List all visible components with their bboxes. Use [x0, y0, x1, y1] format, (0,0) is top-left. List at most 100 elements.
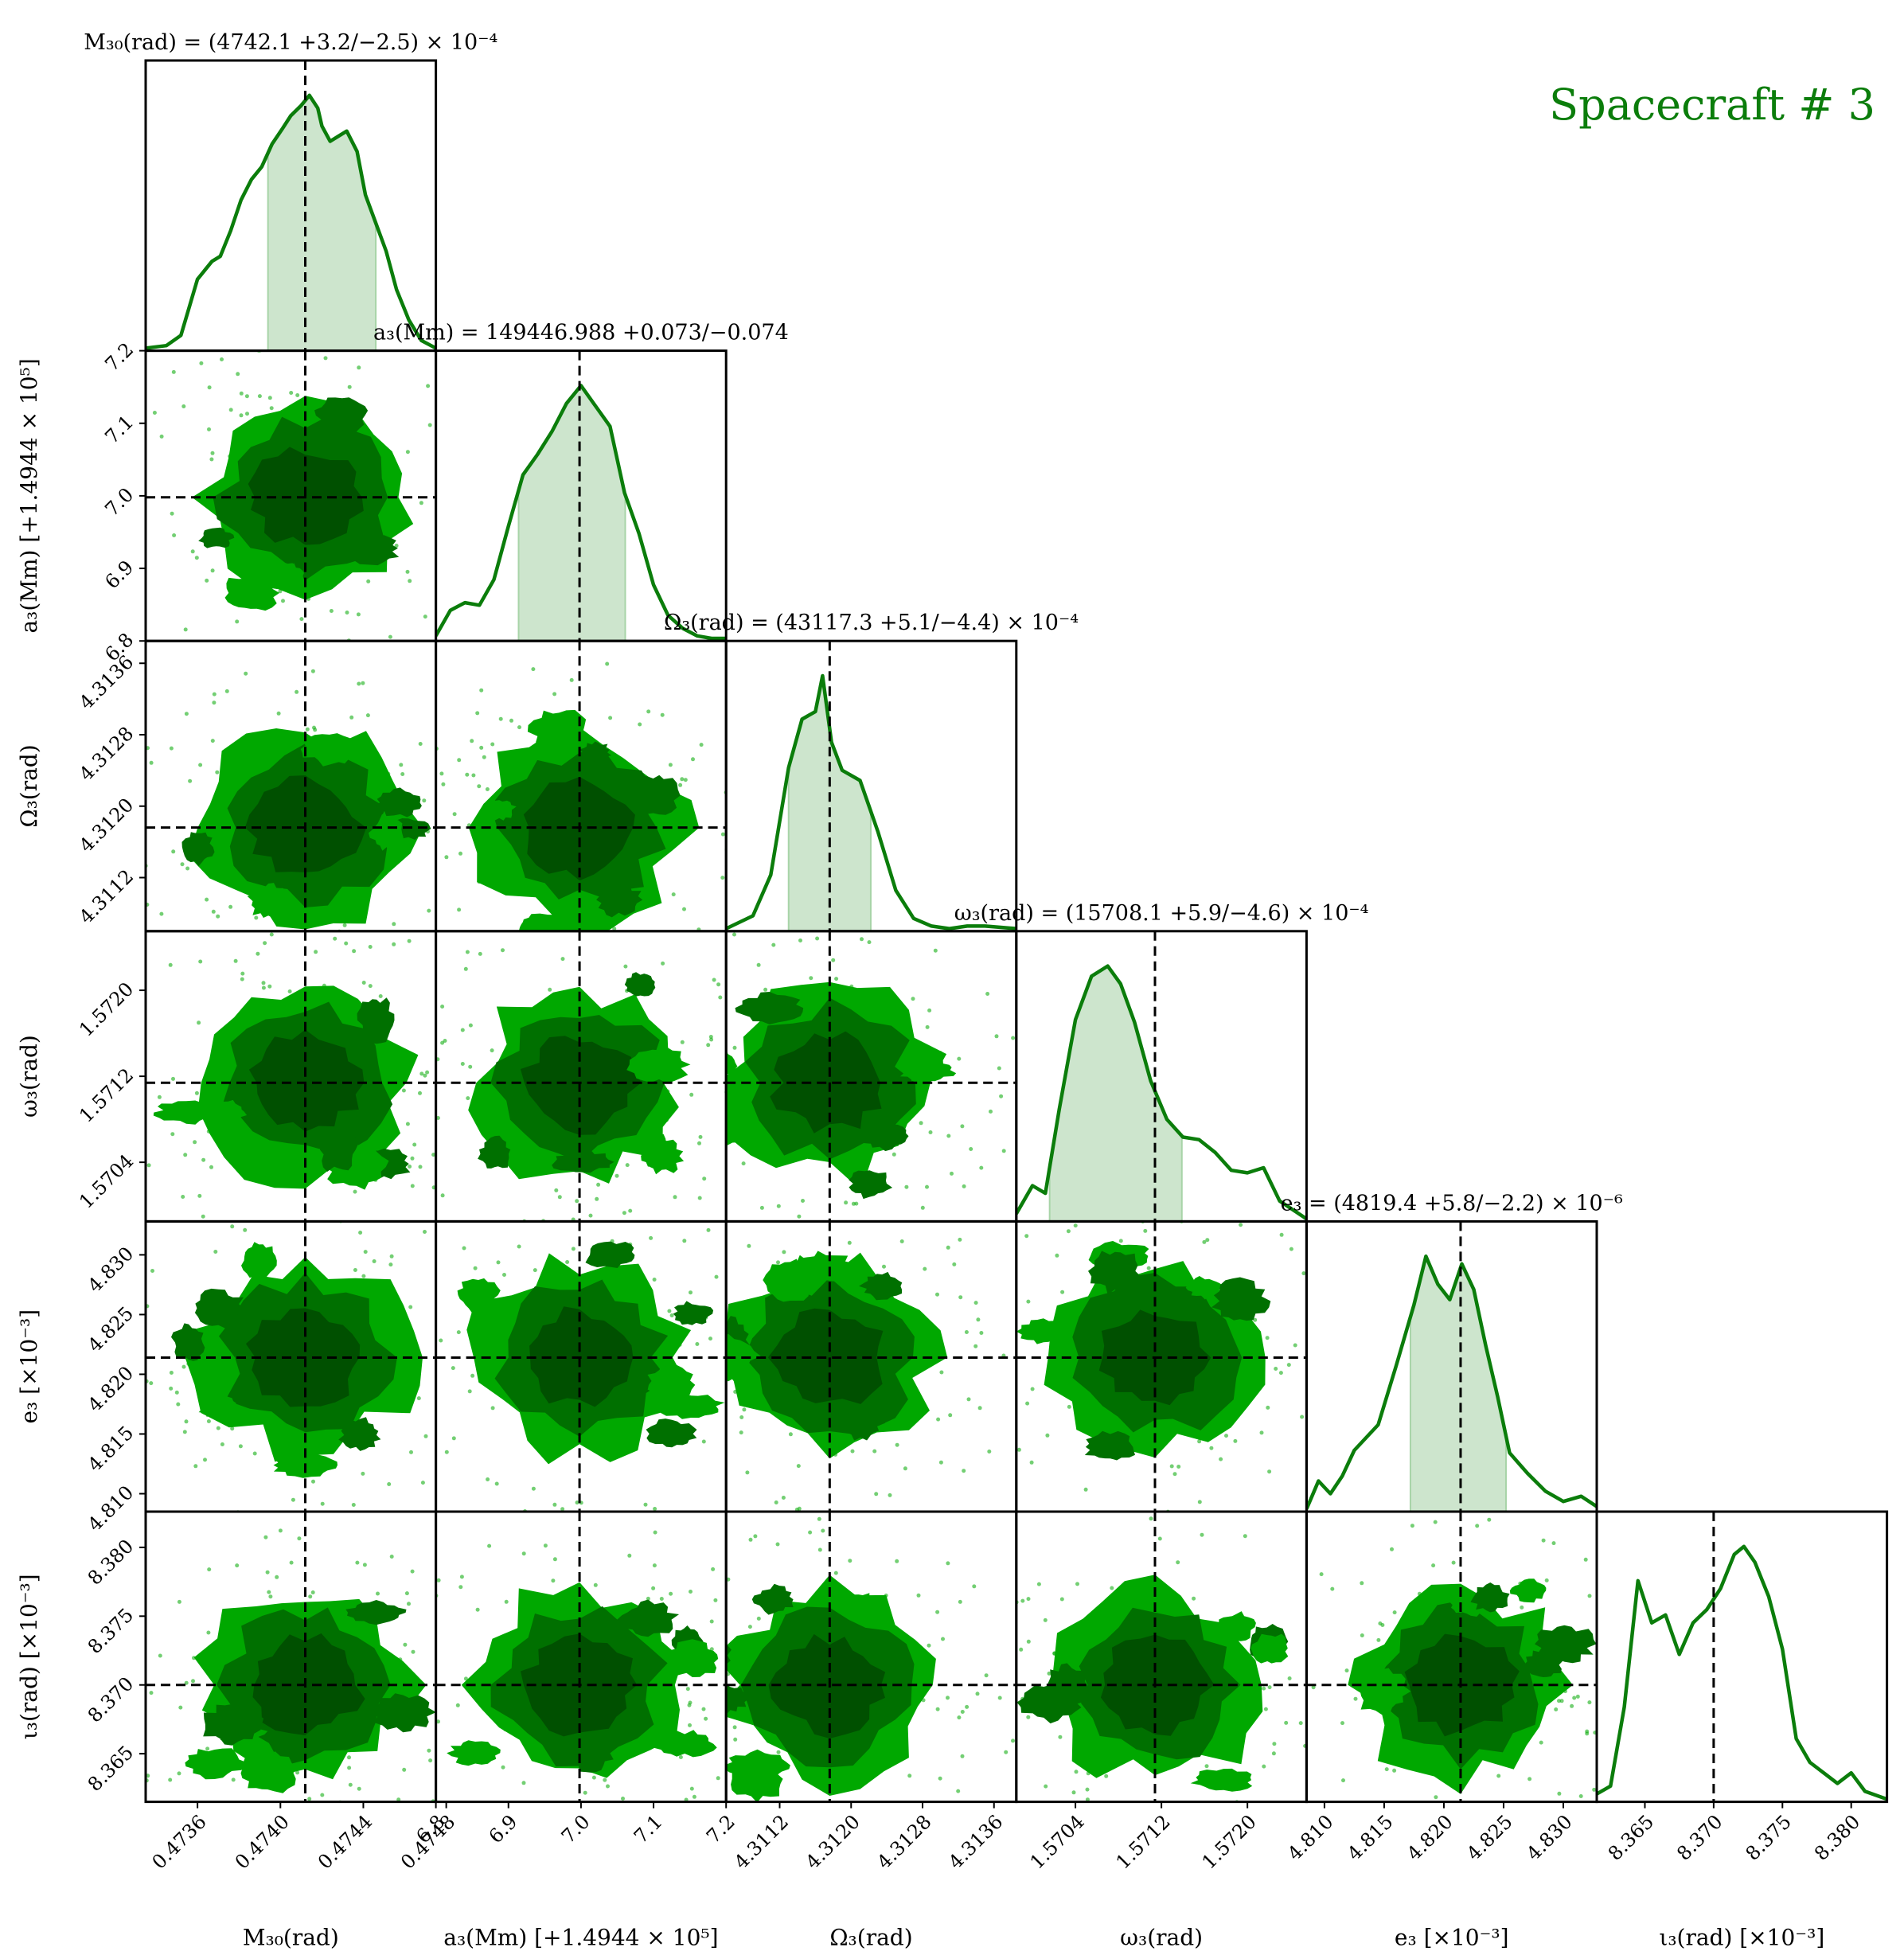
- sample-point: [948, 1413, 953, 1418]
- sample-point: [1431, 1563, 1436, 1568]
- panel-e-e: [1305, 1219, 1598, 1513]
- sample-point: [183, 627, 188, 632]
- sample-point: [850, 1449, 855, 1454]
- sample-point: [276, 711, 281, 716]
- sample-point: [720, 876, 725, 880]
- sample-point: [244, 394, 249, 399]
- sample-point: [709, 1619, 714, 1624]
- sample-point: [960, 1124, 965, 1129]
- sample-point: [732, 1011, 736, 1015]
- contour-island: [527, 709, 587, 755]
- sample-point: [207, 427, 211, 431]
- sample-point: [1539, 1740, 1543, 1745]
- sample-point: [702, 1004, 706, 1008]
- sample-point: [1043, 1617, 1048, 1622]
- sample-point: [456, 1330, 461, 1335]
- sample-point: [1583, 1557, 1588, 1562]
- sample-point: [361, 1274, 366, 1278]
- sample-point: [440, 1295, 444, 1299]
- y-tick-label: 8.365: [84, 1742, 138, 1796]
- contour-island: [447, 1740, 501, 1766]
- sample-point: [420, 1481, 425, 1485]
- sample-point: [774, 1500, 778, 1504]
- sample-point: [537, 1242, 541, 1246]
- sample-point: [1380, 1623, 1385, 1627]
- sample-point: [699, 1295, 703, 1299]
- sample-point: [337, 1210, 341, 1214]
- sample-point: [413, 945, 417, 949]
- sample-point: [365, 713, 370, 718]
- sample-point: [236, 372, 240, 377]
- sample-point: [1554, 1707, 1559, 1711]
- x-axis-label: Ω₃(rad): [829, 1925, 912, 1951]
- sample-point: [533, 1268, 537, 1273]
- sample-point: [1225, 1816, 1229, 1820]
- sample-point: [844, 1200, 849, 1205]
- sample-point: [478, 951, 482, 956]
- sample-point: [265, 1570, 270, 1575]
- sample-point: [1278, 1699, 1282, 1703]
- sample-point: [313, 728, 318, 732]
- sample-point: [969, 1147, 973, 1151]
- y-tick-label: 4.830: [84, 1243, 138, 1297]
- sample-point: [697, 1141, 701, 1145]
- sample-point: [718, 995, 723, 1000]
- sample-point: [427, 1748, 431, 1753]
- sample-point: [1029, 1460, 1034, 1465]
- sample-point: [1032, 1811, 1036, 1815]
- sample-point: [716, 1051, 720, 1055]
- sample-point: [966, 1397, 971, 1402]
- sample-point: [651, 1586, 656, 1590]
- contour-island: [320, 1129, 359, 1172]
- sample-point: [422, 798, 427, 803]
- sample-point: [739, 898, 743, 902]
- sample-point: [797, 1506, 802, 1511]
- sample-point: [531, 1486, 536, 1491]
- sample-point: [347, 1755, 351, 1760]
- panel-omega-e: [1015, 1219, 1327, 1513]
- sample-point: [320, 1501, 325, 1506]
- contour-island: [726, 1749, 790, 1779]
- sample-point: [277, 1249, 281, 1253]
- sample-point: [388, 634, 392, 639]
- sample-point: [1599, 1762, 1603, 1766]
- sample-point: [205, 897, 209, 902]
- sample-point: [962, 1469, 966, 1473]
- panel-Omega-iota: [724, 1510, 1018, 1804]
- sample-point: [605, 661, 610, 666]
- sample-point: [405, 569, 410, 574]
- kde-line: [726, 673, 1016, 931]
- sample-point: [408, 1305, 413, 1309]
- sample-point: [1291, 1736, 1295, 1740]
- sample-point: [1233, 1438, 1238, 1443]
- sample-point: [595, 1196, 599, 1201]
- sample-point: [394, 544, 399, 548]
- sample-point: [1024, 1805, 1028, 1809]
- sample-point: [209, 1165, 213, 1169]
- sample-point: [1030, 1387, 1035, 1391]
- contour-island: [638, 1134, 672, 1169]
- sample-point: [236, 1235, 240, 1239]
- sample-point: [297, 1536, 302, 1541]
- sample-point: [118, 1402, 122, 1406]
- sample-point: [389, 1555, 394, 1559]
- sample-point: [320, 645, 324, 649]
- sample-point: [706, 1043, 711, 1048]
- sample-point: [159, 911, 164, 916]
- sample-point: [377, 946, 380, 950]
- sample-point: [498, 716, 503, 721]
- y-tick-label: 4.810: [84, 1481, 138, 1536]
- sample-point: [462, 1384, 466, 1388]
- sample-point: [141, 826, 145, 830]
- sample-point: [601, 979, 605, 983]
- sample-point: [1286, 1363, 1291, 1368]
- sample-point: [997, 1696, 1002, 1700]
- sample-point: [1323, 1403, 1327, 1407]
- y-tick-label: 4.3112: [75, 865, 138, 928]
- sample-point: [1570, 1703, 1574, 1708]
- sample-point: [137, 556, 141, 560]
- sample-point: [1001, 1149, 1006, 1153]
- sample-point: [411, 1649, 416, 1654]
- sample-point: [267, 984, 272, 989]
- sample-point: [1475, 1524, 1480, 1528]
